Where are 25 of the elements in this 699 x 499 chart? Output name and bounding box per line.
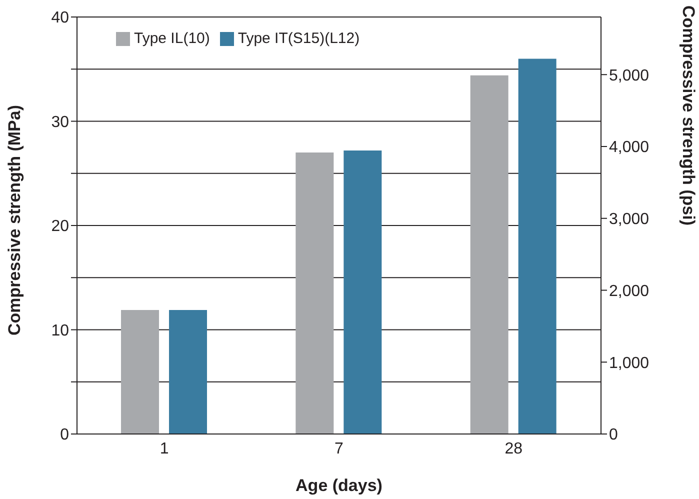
legend-label: Type IL(10) [134,30,210,47]
bar [121,310,159,434]
y-tick-label: 40 [51,10,70,27]
y-tick-label: 10 [51,322,70,340]
legend-label: Type IT(S15)(L12) [238,30,360,47]
x-tick-label: 1 [160,440,169,458]
y2-tick-label: 0 [609,426,618,444]
y2-tick-label: 3,000 [609,211,650,228]
y-tick-label: 20 [51,218,70,236]
x-tick-label: 7 [334,440,344,458]
y2-tick-label: 4,000 [609,139,650,156]
bar [470,75,508,434]
bar [169,310,207,434]
y-axis-title: Compressive strength (MPa) [5,105,24,336]
y-tick-label: 30 [51,114,70,131]
y2-tick-label: 1,000 [609,354,650,372]
bar [518,58,556,434]
bar [344,150,382,434]
y2-tick-label: 5,000 [609,67,650,84]
y2-tick-label: 2,000 [609,282,650,300]
x-axis-title: Age (days) [296,476,382,495]
y-tick-label: 0 [60,426,70,444]
bar [296,152,334,434]
x-tick-label: 28 [504,440,523,458]
y2-axis-title: Compressive strength (psi) [678,5,698,226]
